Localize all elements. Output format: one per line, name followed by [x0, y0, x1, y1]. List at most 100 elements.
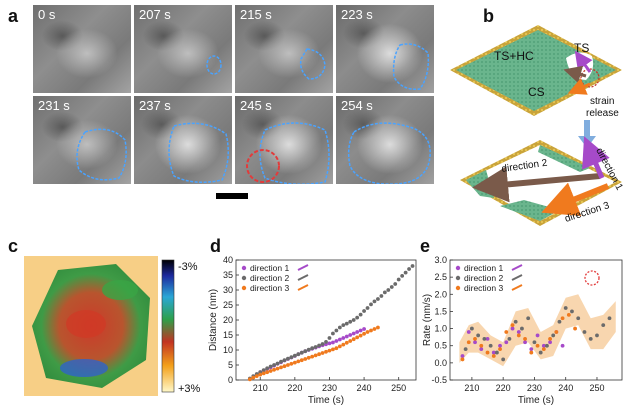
data-point: [268, 369, 273, 373]
data-point: [317, 343, 321, 348]
data-point: [576, 316, 581, 321]
boundary-outline: [76, 128, 127, 181]
data-point: [516, 330, 521, 334]
panel-b-letter: b: [483, 6, 494, 26]
data-point: [247, 377, 252, 382]
data-point: [362, 331, 366, 336]
data-point: [306, 355, 311, 360]
data-point: [407, 267, 411, 271]
legend-arrow-icon: [511, 274, 523, 281]
data-point: [460, 354, 465, 358]
boundary-outline: [246, 122, 330, 184]
micrograph-frame: 237 s: [133, 95, 233, 185]
micrograph-frame: 223 s: [335, 4, 435, 94]
panel-b-schematic: TS+HC TS CS strain release direction 2 d…: [450, 25, 625, 226]
data-point: [286, 356, 290, 361]
data-point: [320, 342, 325, 346]
data-point: [548, 336, 552, 341]
data-point: [254, 374, 259, 378]
data-point: [358, 328, 363, 333]
data-point: [473, 336, 477, 341]
data-point: [372, 299, 377, 304]
data-point: [327, 336, 332, 340]
data-point: [313, 353, 318, 358]
legend-marker: [241, 265, 247, 271]
data-point: [601, 323, 606, 328]
data-point: [469, 326, 474, 331]
data-point: [365, 330, 370, 334]
x-tick-label: 250: [589, 383, 604, 393]
data-point: [337, 325, 342, 330]
data-point: [396, 277, 401, 282]
data-point: [476, 333, 481, 338]
data-point: [532, 340, 537, 345]
data-point: [520, 326, 524, 331]
legend-label: direction 1: [464, 263, 503, 273]
data-point: [365, 306, 370, 310]
data-point: [292, 360, 297, 365]
data-point: [491, 354, 496, 358]
data-point: [529, 350, 534, 355]
bottom-plate-fragment: [538, 145, 590, 172]
data-point: [535, 333, 540, 338]
data-point: [513, 319, 518, 324]
frame-time-label: 245 s: [240, 98, 272, 113]
data-point: [557, 319, 562, 324]
data-point: [272, 363, 276, 367]
data-point: [341, 323, 346, 327]
micrograph-frame: 245 s: [234, 95, 334, 185]
frame-time-label: 207 s: [139, 7, 171, 22]
y-axis-label: Distance (nm): [208, 289, 219, 351]
data-point: [541, 347, 546, 352]
data-point: [303, 349, 308, 354]
legend-arrow-icon: [297, 264, 309, 271]
data-point: [324, 340, 328, 344]
data-point: [535, 343, 540, 348]
x-tick-label: 250: [391, 383, 406, 393]
data-point: [351, 337, 356, 342]
data-point: [510, 326, 515, 331]
data-point: [488, 343, 493, 348]
y-tick-label: 0.0: [434, 358, 447, 368]
data-point: [362, 309, 366, 313]
y-tick-label: 1.0: [434, 324, 447, 334]
top-plate: [456, 30, 616, 111]
data-point: [551, 333, 556, 338]
plot-frame: [449, 259, 623, 381]
frame-time-label: 231 s: [38, 98, 70, 113]
data-point: [485, 336, 490, 341]
x-axis-label: Time (s): [308, 395, 344, 406]
boundary-outline: [392, 43, 430, 90]
data-point: [482, 336, 487, 341]
label-ts-hc: TS+HC: [494, 49, 534, 63]
data-point: [510, 323, 515, 328]
x-tick-label: 220: [496, 383, 511, 393]
data-point: [372, 327, 377, 331]
micrograph-frame: 0 s: [32, 4, 132, 94]
frame-time-label: 0 s: [38, 7, 56, 22]
data-point: [529, 347, 534, 352]
data-point: [348, 339, 353, 343]
data-point: [554, 330, 559, 334]
data-point: [286, 363, 290, 367]
data-point: [538, 350, 543, 355]
data-point: [341, 342, 346, 347]
y-tick-label: 35: [223, 270, 233, 280]
y-tick-label: 0: [228, 375, 233, 385]
data-point: [275, 361, 280, 366]
data-point: [504, 330, 509, 334]
label-release: release: [586, 108, 619, 119]
data-point: [303, 357, 308, 361]
data-point: [382, 290, 387, 295]
data-point: [573, 326, 577, 331]
chart-e: 210 220 230 240 250 -0.5 0.0 0.5 1.0 1.5 2.0 2.5 3.0…: [422, 255, 623, 406]
legend-marker: [455, 285, 461, 291]
arrow-direction3: [541, 182, 610, 217]
legend-label: direction 1: [250, 263, 289, 273]
data-point: [331, 331, 335, 336]
data-point: [275, 366, 280, 371]
data-point: [607, 316, 612, 321]
data-point: [473, 340, 477, 345]
data-point: [344, 321, 349, 326]
data-point: [566, 312, 571, 317]
